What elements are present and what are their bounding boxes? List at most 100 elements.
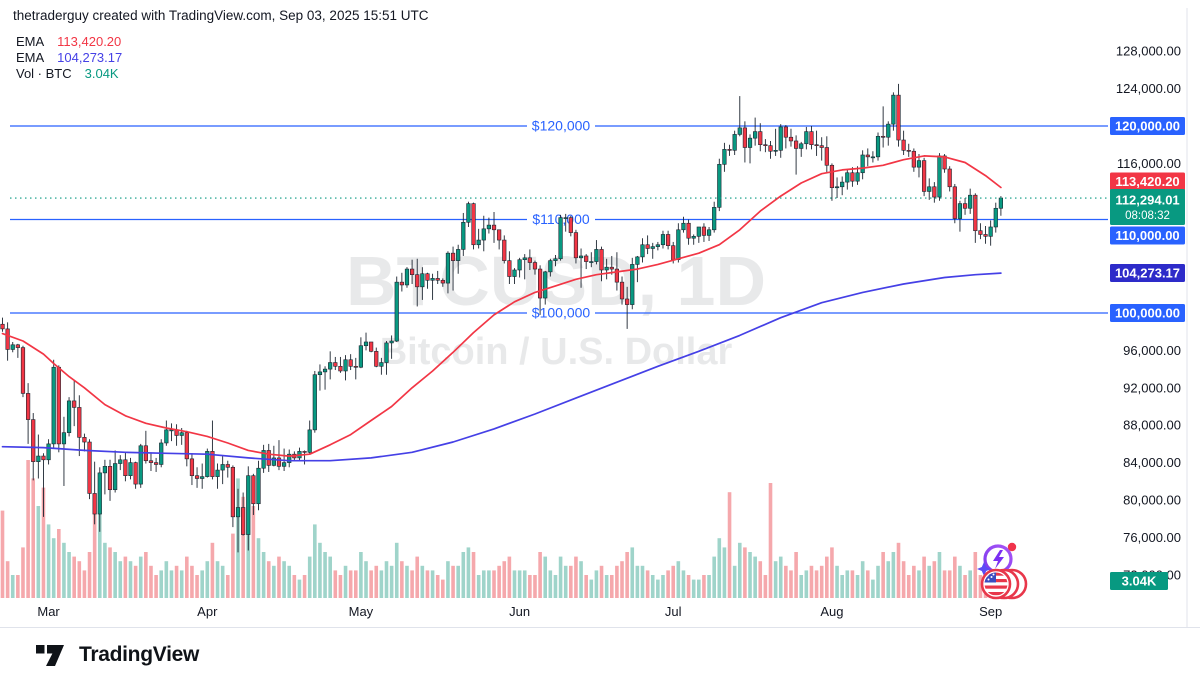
candle-body — [558, 217, 563, 260]
candle-body — [77, 407, 82, 438]
volume-bar — [553, 575, 558, 598]
candle-body — [363, 341, 369, 347]
month-tick-label: Sep — [979, 604, 1002, 619]
candle-body — [568, 217, 573, 233]
candle-body — [937, 155, 942, 198]
candle-body — [968, 194, 973, 209]
candle-body — [737, 127, 742, 135]
volume-bar — [343, 565, 348, 598]
volume-bar — [174, 565, 179, 598]
volume-bar — [707, 575, 711, 598]
volume-bar — [942, 570, 947, 598]
candle-body — [604, 266, 609, 271]
volume-bar — [609, 575, 614, 598]
volume-bar — [441, 579, 445, 598]
volume-bar — [379, 570, 384, 598]
candle-body — [614, 268, 619, 283]
candle-body — [625, 298, 630, 305]
candle-body — [435, 278, 440, 281]
price-badge — [1110, 572, 1168, 590]
ema-slow-line — [1, 272, 1002, 462]
candle-body — [205, 451, 210, 477]
volume-bar — [932, 561, 937, 598]
time-scale[interactable]: Mar Apr May Jun Jul Aug Sep — [0, 604, 1200, 628]
candle-body — [317, 371, 323, 376]
candle-body — [225, 464, 230, 468]
volume-bar — [860, 561, 865, 598]
volume-bar — [809, 565, 814, 598]
candle-body — [691, 236, 696, 239]
candle-body — [906, 150, 911, 152]
candle-body — [845, 172, 850, 183]
volume-bar — [840, 575, 844, 598]
candle-body — [409, 268, 415, 275]
candle-body — [0, 323, 5, 330]
legend-row-ema-fast: EMA 113,420.20 — [16, 34, 122, 50]
price-scale[interactable]: 128,000.00 124,000.00 120,000.00 116,000.00… — [1110, 8, 1188, 628]
volume-bar — [819, 565, 824, 598]
candle-body — [66, 400, 72, 433]
volume-bar — [195, 575, 199, 598]
volume-bar — [420, 565, 425, 598]
candle-body — [517, 259, 522, 271]
volume-bar — [517, 570, 522, 598]
legend-value: 104,273.17 — [57, 50, 123, 65]
volume-bar — [722, 547, 727, 598]
candle-body — [445, 252, 451, 284]
volume-bar — [502, 561, 507, 598]
candle-body — [640, 244, 645, 258]
candle-body — [266, 450, 271, 466]
candle-body — [619, 281, 625, 300]
month-tick-label: Jun — [509, 604, 530, 619]
candle-body — [584, 255, 589, 262]
candle-body — [722, 149, 727, 165]
candle-body — [855, 172, 860, 182]
volume-bar — [57, 529, 61, 598]
volume-bar — [650, 575, 655, 598]
lightning-boost-sticker — [977, 542, 1017, 576]
tradingview-brand[interactable]: TradingView — [36, 643, 199, 667]
attribution-text: thetraderguy created with TradingView.co… — [13, 8, 429, 23]
candle-body — [532, 262, 538, 270]
candle-body — [957, 203, 963, 219]
volume-bar — [251, 506, 256, 598]
volume-bar — [179, 570, 184, 598]
candle-body — [256, 467, 261, 505]
candle-body — [271, 457, 276, 466]
volume-bar — [200, 570, 204, 598]
usa-coins-sticker — [980, 568, 1028, 600]
candle-body — [133, 462, 138, 485]
volume-bar — [876, 565, 880, 598]
price-badge — [1110, 172, 1185, 191]
candle-body — [635, 256, 640, 265]
candle-body — [860, 154, 865, 174]
candle-body — [973, 194, 978, 232]
volume-bar — [702, 575, 706, 598]
volume-bar — [563, 565, 568, 598]
volume-bar — [789, 570, 793, 598]
volume-bar — [394, 542, 399, 598]
candle-body — [200, 476, 205, 479]
candle-body — [589, 261, 594, 263]
volume-bar — [41, 487, 46, 598]
candle-body — [235, 507, 241, 518]
candle-body — [154, 462, 159, 465]
volume-bar — [287, 565, 292, 598]
volume-bar — [727, 492, 732, 598]
volume-bar — [615, 565, 619, 598]
candle-body — [10, 344, 15, 350]
volume-bar — [656, 579, 660, 598]
volume-bar — [947, 570, 952, 598]
level-label-bg — [527, 305, 595, 321]
candle-body — [189, 458, 195, 476]
price-badge-label: 104,273.17 — [1115, 266, 1180, 281]
volume-bar — [891, 552, 896, 598]
volume-bar — [814, 570, 819, 598]
candle-body — [993, 207, 998, 228]
candle-body — [102, 466, 107, 474]
volume-bar — [871, 579, 875, 598]
price-badge-label: 112,294.01 — [1115, 193, 1179, 208]
volume-bar — [5, 561, 10, 598]
